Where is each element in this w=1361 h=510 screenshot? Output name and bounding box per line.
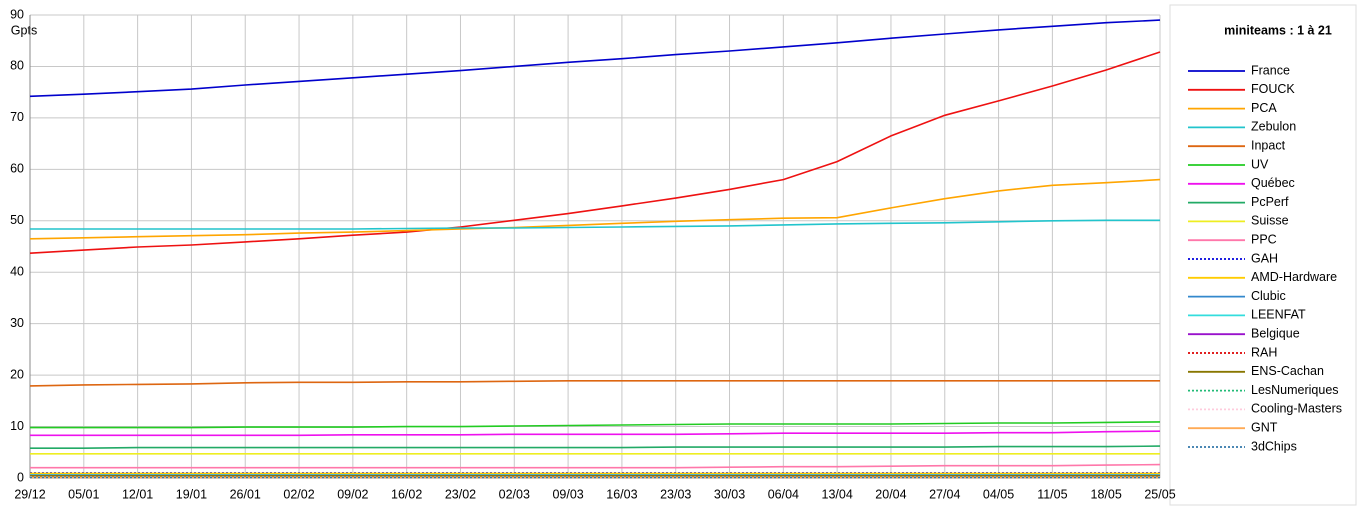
y-tick-label: 90 xyxy=(10,7,24,21)
legend-label: PcPerf xyxy=(1251,195,1289,209)
legend-label: Inpact xyxy=(1251,138,1286,152)
y-tick-label: 50 xyxy=(10,213,24,227)
x-tick-label: 23/02 xyxy=(445,487,476,501)
legend-label: GAH xyxy=(1251,251,1278,265)
x-tick-label: 11/05 xyxy=(1037,487,1067,501)
x-tick-label: 02/02 xyxy=(283,487,314,501)
x-tick-label: 16/03 xyxy=(606,487,637,501)
legend-label: PCA xyxy=(1251,101,1277,115)
legend-label: LEENFAT xyxy=(1251,308,1306,322)
series-line xyxy=(29,19,1161,98)
y-tick-label: 0 xyxy=(17,470,24,484)
legend-label: Zebulon xyxy=(1251,120,1296,134)
legend-label: Suisse xyxy=(1251,214,1289,228)
x-tick-label: 29/12 xyxy=(14,487,45,501)
series-line xyxy=(30,463,1161,469)
series-line xyxy=(30,430,1161,437)
legend-frame xyxy=(1169,4,1357,506)
y-tick-label: 10 xyxy=(10,419,24,433)
legend-label: AMD-Hardware xyxy=(1251,270,1337,284)
legend-label: 3dChips xyxy=(1251,439,1297,453)
x-tick-label: 09/03 xyxy=(552,487,583,501)
legend-label: PPC xyxy=(1251,232,1277,246)
legend-label: LesNumeriques xyxy=(1251,383,1339,397)
x-tick-label: 02/03 xyxy=(499,487,530,501)
x-tick-label: 12/01 xyxy=(122,487,153,501)
legend-label: Clubic xyxy=(1251,289,1286,303)
y-tick-label: 70 xyxy=(10,110,24,124)
x-tick-label: 09/02 xyxy=(337,487,368,501)
y-tick-label: 30 xyxy=(10,316,24,330)
y-tick-label: 40 xyxy=(10,265,24,279)
x-tick-label: 06/04 xyxy=(768,487,799,501)
legend-label: GNT xyxy=(1251,420,1278,434)
series-line xyxy=(29,178,1161,240)
chart-title: miniteams : 1 à 21 xyxy=(1224,23,1332,37)
x-tick-label: 25/05 xyxy=(1144,487,1175,501)
y-tick-label: 20 xyxy=(10,367,24,381)
x-tick-label: 16/02 xyxy=(391,487,422,501)
legend-label: UV xyxy=(1251,157,1269,171)
series-line xyxy=(30,421,1161,429)
legend-label: France xyxy=(1251,63,1290,77)
legend-label: ENS-Cachan xyxy=(1251,364,1324,378)
y-tick-label: 80 xyxy=(10,59,24,73)
series-line xyxy=(29,51,1161,254)
y-tick-label: 60 xyxy=(10,162,24,176)
y-axis-label: Gpts xyxy=(11,23,37,37)
x-tick-label: 13/04 xyxy=(822,487,853,501)
x-tick-label: 18/05 xyxy=(1091,487,1122,501)
legend-label: RAH xyxy=(1251,345,1277,359)
x-tick-label: 26/01 xyxy=(230,487,261,501)
series-line xyxy=(29,380,1160,387)
x-tick-label: 27/04 xyxy=(929,487,960,501)
x-tick-label: 30/03 xyxy=(714,487,745,501)
x-tick-label: 20/04 xyxy=(875,487,906,501)
series-line xyxy=(30,445,1161,449)
x-tick-label: 23/03 xyxy=(660,487,691,501)
x-tick-label: 05/01 xyxy=(68,487,99,501)
legend-label: Cooling-Masters xyxy=(1251,402,1342,416)
series-line xyxy=(30,219,1160,230)
legend-label: FOUCK xyxy=(1251,82,1295,96)
legend-label: Québec xyxy=(1251,176,1295,190)
x-tick-label: 19/01 xyxy=(176,487,207,501)
x-tick-label: 04/05 xyxy=(983,487,1014,501)
legend-label: Belgique xyxy=(1251,326,1300,340)
